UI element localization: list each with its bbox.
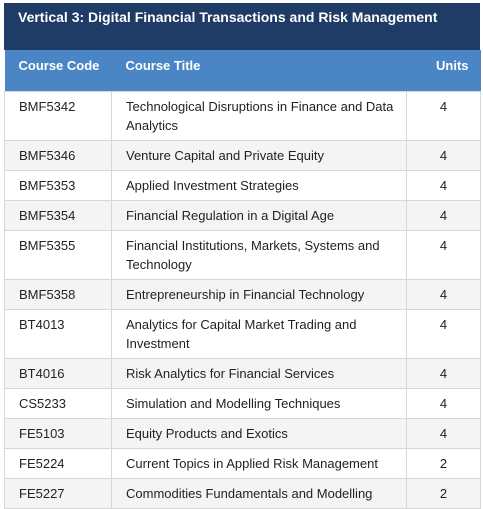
table-row: CS5233 Simulation and Modelling Techniqu… xyxy=(4,387,481,419)
course-units: 4 xyxy=(406,278,481,310)
course-units: 2 xyxy=(406,447,481,479)
course-title: Venture Capital and Private Equity xyxy=(111,139,407,171)
header-row: Course Code Course Title Units xyxy=(4,50,481,91)
course-code: FE5224 xyxy=(4,447,112,479)
course-title: Financial Regulation in a Digital Age xyxy=(111,199,407,231)
course-units: 4 xyxy=(406,90,481,141)
table-title: Vertical 3: Digital Financial Transactio… xyxy=(4,3,480,50)
course-code: FE5227 xyxy=(4,477,112,509)
course-units: 4 xyxy=(406,308,481,359)
table-row: BMF5358 Entrepreneurship in Financial Te… xyxy=(4,278,481,310)
course-title: Technological Disruptions in Finance and… xyxy=(111,90,407,141)
table-row: BMF5353 Applied Investment Strategies 4 xyxy=(4,169,481,201)
course-title: Applied Investment Strategies xyxy=(111,169,407,201)
course-code: BMF5355 xyxy=(4,229,112,280)
course-code: BT4013 xyxy=(4,308,112,359)
course-units: 2 xyxy=(406,477,481,509)
course-units: 4 xyxy=(406,229,481,280)
table-row: BT4013 Analytics for Capital Market Trad… xyxy=(4,308,481,359)
course-code: BMF5342 xyxy=(4,90,112,141)
course-title: Entrepreneurship in Financial Technology xyxy=(111,278,407,310)
course-title: Financial Institutions, Markets, Systems… xyxy=(111,229,407,280)
course-title: Equity Products and Exotics xyxy=(111,417,407,449)
course-title: Analytics for Capital Market Trading and… xyxy=(111,308,407,359)
course-units: 4 xyxy=(406,387,481,419)
course-units: 4 xyxy=(406,139,481,171)
course-code: BMF5354 xyxy=(4,199,112,231)
course-units: 4 xyxy=(406,357,481,389)
header-course-title: Course Title xyxy=(111,50,407,91)
course-title: Risk Analytics for Financial Services xyxy=(111,357,407,389)
table-row: BMF5342 Technological Disruptions in Fin… xyxy=(4,90,481,141)
course-units: 4 xyxy=(406,169,481,201)
table-row: BT4016 Risk Analytics for Financial Serv… xyxy=(4,357,481,389)
course-title: Current Topics in Applied Risk Managemen… xyxy=(111,447,407,479)
header-course-code: Course Code xyxy=(4,50,112,91)
course-code: BMF5353 xyxy=(4,169,112,201)
table-row: BMF5354 Financial Regulation in a Digita… xyxy=(4,199,481,231)
course-title: Commodities Fundamentals and Modelling xyxy=(111,477,407,509)
course-table-container: Vertical 3: Digital Financial Transactio… xyxy=(4,3,481,509)
table-row: BMF5346 Venture Capital and Private Equi… xyxy=(4,139,481,171)
course-units: 4 xyxy=(406,417,481,449)
course-code: BMF5346 xyxy=(4,139,112,171)
table-row: FE5103 Equity Products and Exotics 4 xyxy=(4,417,481,449)
table-row: FE5224 Current Topics in Applied Risk Ma… xyxy=(4,447,481,479)
course-code: FE5103 xyxy=(4,417,112,449)
course-code: BT4016 xyxy=(4,357,112,389)
course-code: BMF5358 xyxy=(4,278,112,310)
table-row: BMF5355 Financial Institutions, Markets,… xyxy=(4,229,481,280)
course-units: 4 xyxy=(406,199,481,231)
table-row: FE5227 Commodities Fundamentals and Mode… xyxy=(4,477,481,509)
course-code: CS5233 xyxy=(4,387,112,419)
course-table: Course Code Course Title Units BMF5342 T… xyxy=(4,50,481,509)
header-units: Units xyxy=(406,50,481,91)
course-title: Simulation and Modelling Techniques xyxy=(111,387,407,419)
